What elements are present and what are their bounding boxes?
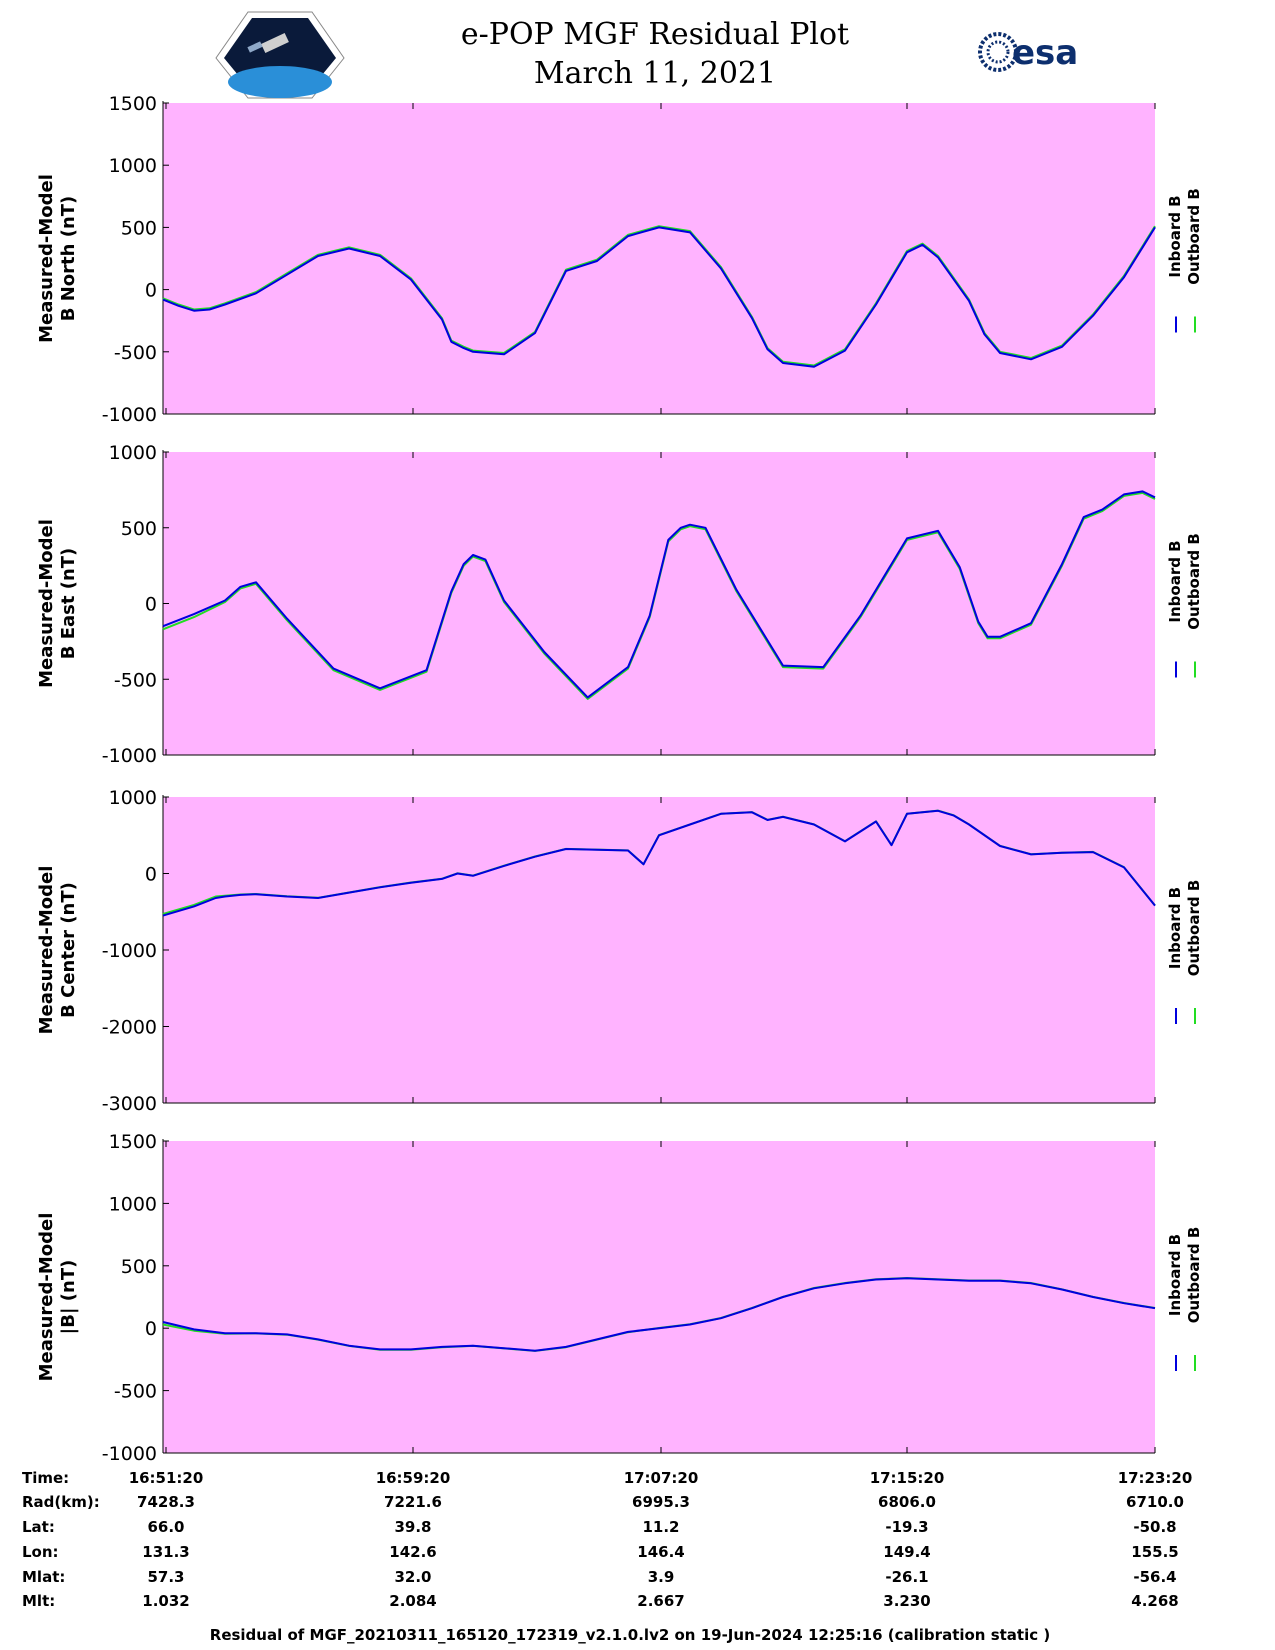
cell-mlat: 32.0 — [394, 1568, 431, 1586]
cell-lat: 39.8 — [394, 1518, 431, 1536]
y-tick-label: 0 — [145, 864, 157, 886]
chart-panel-2: 1000 500 0 -500 -1000 Measured-Model B East (n… — [36, 442, 1203, 767]
y-tick-label: 500 — [121, 217, 157, 239]
cell-mlt: 4.268 — [1131, 1592, 1178, 1610]
series-line-inboard — [162, 1277, 1156, 1352]
legend-label-outboard: Outboard B — [1185, 1227, 1203, 1324]
row-label-mlt: Mlt: — [22, 1592, 55, 1610]
y-axis-label: B North (nT) — [58, 196, 79, 322]
cell-lon: 155.5 — [1131, 1543, 1178, 1561]
cell-time: 17:15:20 — [870, 1469, 945, 1487]
y-tick-label: 1000 — [109, 442, 157, 464]
plot-area — [163, 797, 1155, 1103]
legend-label-inboard: Inboard B — [1166, 887, 1184, 969]
mission-logo — [215, 11, 345, 99]
cell-lon: 146.4 — [637, 1543, 684, 1561]
cell-lon: 142.6 — [389, 1543, 436, 1561]
y-axis-label: B East (nT) — [58, 548, 79, 660]
plot-area — [163, 452, 1155, 755]
cell-mlat: 57.3 — [147, 1568, 184, 1586]
y-axis-label: |B| (nT) — [58, 1260, 79, 1335]
y-tick-label: 1000 — [109, 1193, 157, 1215]
cell-rad: 6710.0 — [1126, 1493, 1184, 1511]
cell-time: 16:51:20 — [129, 1469, 204, 1487]
legend-label-inboard: Inboard B — [1166, 195, 1184, 277]
cell-lat: -19.3 — [885, 1518, 928, 1536]
y-tick-label: 1500 — [109, 1131, 157, 1153]
cell-rad: 7221.6 — [384, 1493, 442, 1511]
y-tick-label: -1000 — [102, 404, 157, 426]
y-tick-label: -1000 — [102, 1443, 157, 1465]
y-tick-label: -1000 — [102, 745, 157, 767]
cell-mlat: -56.4 — [1133, 1568, 1176, 1586]
y-tick-label: 0 — [145, 1318, 157, 1340]
row-label-time: Time: — [22, 1469, 69, 1487]
y-axis-label: B Center (nT) — [58, 882, 79, 1018]
y-axis-label: Measured-Model — [36, 174, 57, 343]
series-line-inboard — [162, 809, 1156, 917]
cell-mlat: -26.1 — [885, 1568, 928, 1586]
cell-time: 17:07:20 — [624, 1469, 699, 1487]
cell-lon: 131.3 — [142, 1543, 189, 1561]
y-tick-label: -2000 — [102, 1017, 157, 1039]
y-axis-label: Measured-Model — [36, 866, 57, 1035]
cell-lat: 66.0 — [147, 1518, 184, 1536]
plot-area — [163, 1141, 1155, 1453]
legend-label-inboard: Inboard B — [1166, 540, 1184, 622]
chart-panel-1: 1500 1000 500 0 -500 -1000 Measured-Model B Nor… — [36, 93, 1203, 426]
y-tick-label: -3000 — [102, 1093, 157, 1115]
y-tick-label: 0 — [145, 280, 157, 302]
cell-mlt: 2.667 — [637, 1592, 684, 1610]
orbit-info-table: Time: Rad(km): Lat: Lon: Mlat: Mlt: 16:5… — [22, 1469, 1192, 1610]
y-tick-label: 500 — [121, 518, 157, 540]
y-tick-label: 500 — [121, 1256, 157, 1278]
series-line-inboard — [162, 226, 1156, 368]
cell-lat: -50.8 — [1133, 1518, 1176, 1536]
plot-title-line2: March 11, 2021 — [534, 56, 776, 91]
y-tick-label: 1500 — [109, 93, 157, 115]
cell-mlat: 3.9 — [648, 1568, 675, 1586]
series-line-outboard — [162, 491, 1156, 700]
row-label-lon: Lon: — [22, 1543, 59, 1561]
cell-lon: 149.4 — [883, 1543, 930, 1561]
legend-label-outboard: Outboard B — [1185, 880, 1203, 977]
y-axis-label: Measured-Model — [36, 519, 57, 688]
y-tick-label: 1000 — [109, 787, 157, 809]
plot-title-line1: e-POP MGF Residual Plot — [461, 17, 849, 52]
cell-time: 16:59:20 — [376, 1469, 451, 1487]
cell-mlt: 1.032 — [142, 1592, 189, 1610]
cell-rad: 6806.0 — [878, 1493, 936, 1511]
row-label-rad: Rad(km): — [22, 1493, 100, 1511]
y-tick-label: 0 — [145, 594, 157, 616]
plot-area — [163, 103, 1155, 414]
y-tick-label: -1000 — [102, 940, 157, 962]
esa-logo: esa — [978, 32, 1078, 73]
y-tick-label: -500 — [114, 342, 157, 364]
cell-mlt: 3.230 — [883, 1592, 930, 1610]
legend-label-outboard: Outboard B — [1185, 188, 1203, 285]
legend-label-inboard: Inboard B — [1166, 1234, 1184, 1316]
row-label-mlat: Mlat: — [22, 1568, 65, 1586]
cell-mlt: 2.084 — [389, 1592, 436, 1610]
cell-lat: 11.2 — [642, 1518, 679, 1536]
chart-panel-4: 1500 1000 500 0 -500 -1000 Measured-Model |B| (… — [36, 1131, 1203, 1465]
legend-label-outboard: Outboard B — [1185, 533, 1203, 630]
cell-rad: 7428.3 — [137, 1493, 195, 1511]
cell-rad: 6995.3 — [632, 1493, 690, 1511]
esa-logo-text: esa — [1012, 33, 1078, 73]
row-label-lat: Lat: — [22, 1518, 55, 1536]
y-axis-label: Measured-Model — [36, 1213, 57, 1382]
series-line-inboard — [162, 490, 1156, 699]
cell-time: 17:23:20 — [1118, 1469, 1193, 1487]
y-tick-label: -500 — [114, 669, 157, 691]
y-tick-label: -500 — [114, 1381, 157, 1403]
footer-note: Residual of MGF_20210311_165120_172319_v… — [210, 1626, 1050, 1644]
chart-panel-3: 1000 0 -1000 -2000 -3000 Measured-Model B Cent… — [36, 787, 1203, 1115]
y-tick-label: 1000 — [109, 155, 157, 177]
